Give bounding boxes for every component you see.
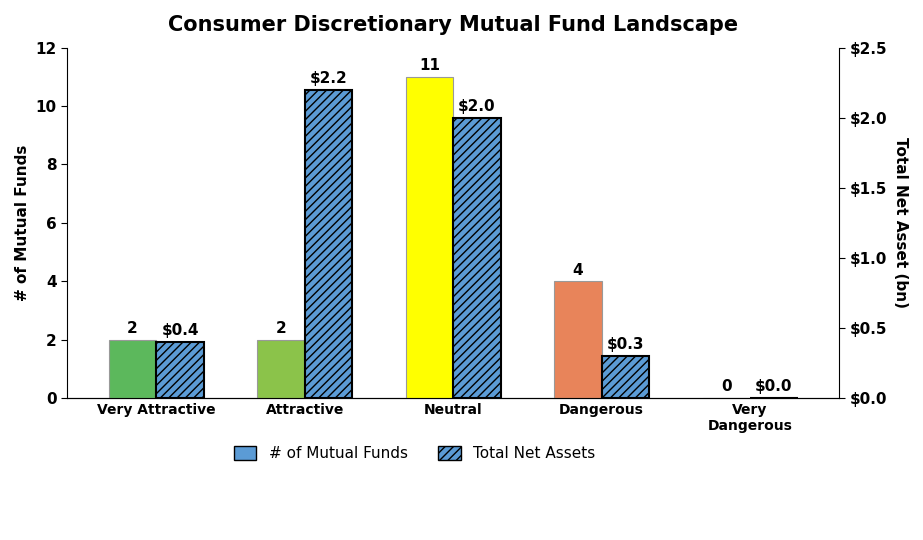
Text: 11: 11 [419, 58, 440, 73]
Text: 2: 2 [276, 321, 286, 336]
Text: $2.2: $2.2 [309, 71, 347, 86]
Bar [602, 356, 649, 398]
Text: $0.4: $0.4 [162, 323, 198, 339]
Bar [453, 118, 500, 398]
Bar [109, 340, 156, 398]
Bar [406, 77, 453, 398]
Text: 4: 4 [572, 262, 583, 278]
Bar [305, 90, 353, 398]
Bar [554, 281, 602, 398]
Text: $2.0: $2.0 [458, 99, 496, 114]
Text: $0.3: $0.3 [606, 338, 644, 353]
Y-axis label: # of Mutual Funds: # of Mutual Funds [15, 145, 30, 301]
Text: 0: 0 [721, 380, 732, 394]
Y-axis label: Total Net Asset (bn): Total Net Asset (bn) [893, 137, 908, 308]
Bar [156, 342, 204, 398]
Legend: # of Mutual Funds, Total Net Assets: # of Mutual Funds, Total Net Assets [227, 440, 602, 468]
Title: Consumer Discretionary Mutual Fund Landscape: Consumer Discretionary Mutual Fund Lands… [168, 15, 738, 35]
Bar [258, 340, 305, 398]
Text: 2: 2 [127, 321, 138, 336]
Text: $0.0: $0.0 [755, 380, 793, 394]
